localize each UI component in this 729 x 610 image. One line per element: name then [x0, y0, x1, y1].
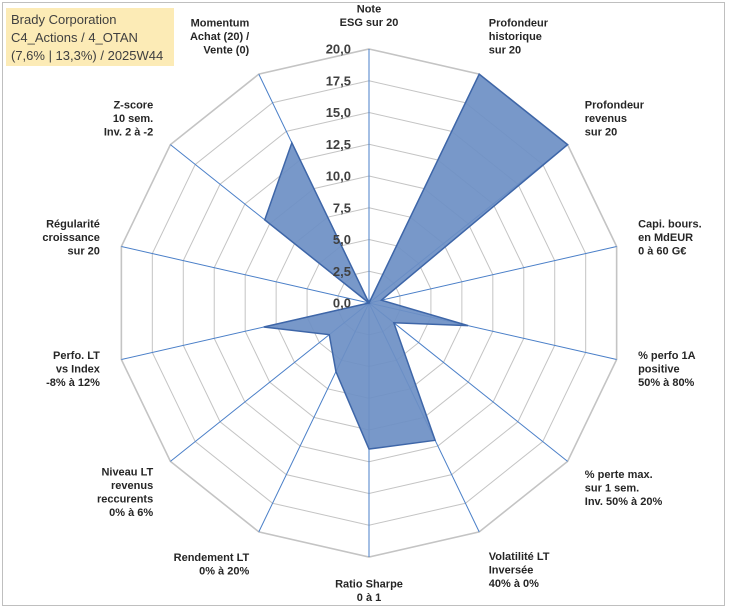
- tick-label: 17,5: [326, 73, 351, 88]
- axis-label-line: Profondeur: [489, 17, 549, 29]
- axis-label-line: Profondeur: [585, 100, 645, 112]
- axis-label-line: en MdEUR: [638, 232, 693, 244]
- axis-label-line: positive: [638, 364, 680, 376]
- axis-label-line: 0% à 6%: [109, 507, 153, 519]
- tick-label: 15,0: [326, 105, 351, 120]
- axis-label-line: Note: [357, 4, 381, 16]
- radar-tick-labels: 0,0 2,5 5,0 7,5 10,0 12,5 15,0 17,5 20,0: [326, 42, 351, 311]
- axis-label: Momentum Achat (20) /Vente (0): [190, 17, 250, 56]
- axis-label-line: Achat (20) /: [190, 31, 249, 43]
- axis-label-line: vs Index: [56, 364, 101, 376]
- axis-label-line: % perte max.: [585, 469, 653, 481]
- axis-label-line: Perfo. LT: [53, 350, 100, 362]
- axis-label-line: 0% à 20%: [199, 565, 249, 577]
- axis-label: Perfo. LT vs Index-8% à 12%: [46, 350, 101, 389]
- axis-label-line: sur 20: [489, 44, 521, 56]
- axis-label-line: % perfo 1A: [638, 350, 696, 362]
- tick-label: 10,0: [326, 169, 351, 184]
- axis-label-line: sur 20: [67, 245, 99, 257]
- title-stats: (7,6% | 13,3%) / 2025W44: [11, 48, 164, 63]
- axis-label-line: Niveau LT: [101, 466, 153, 478]
- tick-label: 0,0: [333, 296, 351, 311]
- axis-spoke: [368, 302, 568, 462]
- axis-label-line: croissance: [42, 232, 99, 244]
- axis-label-line: 0 à 60 G€: [638, 245, 686, 257]
- axis-label-line: sur 20: [585, 127, 617, 139]
- axis-label-line: sur 1 sem.: [585, 482, 639, 494]
- axis-label-line: 10 sem.: [113, 113, 153, 125]
- axis-label-line: ESG sur 20: [340, 17, 399, 29]
- radar-series: [263, 72, 569, 450]
- axis-label-line: 50% à 80%: [638, 377, 694, 389]
- tick-label: 5,0: [333, 232, 351, 247]
- axis-label-line: 40% à 0%: [489, 578, 539, 590]
- axis-label: Rendement LT0% à 20%: [174, 552, 250, 578]
- series-area: [263, 72, 569, 450]
- axis-label-line: Inv. 50% à 20%: [585, 496, 663, 508]
- chart-title-box: Brady Corporation C4_Actions / 4_OTAN (7…: [6, 8, 174, 66]
- axis-label-line: Momentum: [191, 17, 250, 29]
- axis-label-line: Rendement LT: [174, 552, 250, 564]
- axis-label-line: Capi. bours.: [638, 218, 702, 230]
- axis-label-line: Ratio Sharpe: [335, 579, 403, 591]
- axis-spoke: [368, 245, 617, 304]
- title-company: Brady Corporation: [11, 12, 117, 27]
- tick-label: 2,5: [333, 264, 351, 279]
- tick-label: 20,0: [326, 42, 351, 57]
- axis-spoke: [121, 245, 370, 304]
- axis-label-line: -8% à 12%: [46, 377, 100, 389]
- axis-label-line: revenus: [111, 480, 153, 492]
- axis-label-line: Z-score: [113, 100, 153, 112]
- axis-label-line: Inversée: [489, 565, 534, 577]
- axis-label-line: Inv. 2 à -2: [104, 127, 153, 139]
- tick-label: 7,5: [333, 200, 351, 215]
- title-category: C4_Actions / 4_OTAN: [11, 30, 138, 45]
- axis-label-line: 0 à 1: [357, 592, 381, 604]
- axis-label: % perte max.sur 1 sem. Inv. 50% à 20%: [585, 469, 663, 508]
- axis-label-line: Volatilité LT: [489, 551, 550, 563]
- axis-label-line: reccurents: [97, 493, 153, 505]
- axis-label-line: Régularité: [46, 218, 100, 230]
- tick-label: 12,5: [326, 137, 351, 152]
- axis-label-line: revenus: [585, 113, 627, 125]
- axis-label-line: historique: [489, 31, 542, 43]
- axis-label-line: Vente (0): [203, 44, 249, 56]
